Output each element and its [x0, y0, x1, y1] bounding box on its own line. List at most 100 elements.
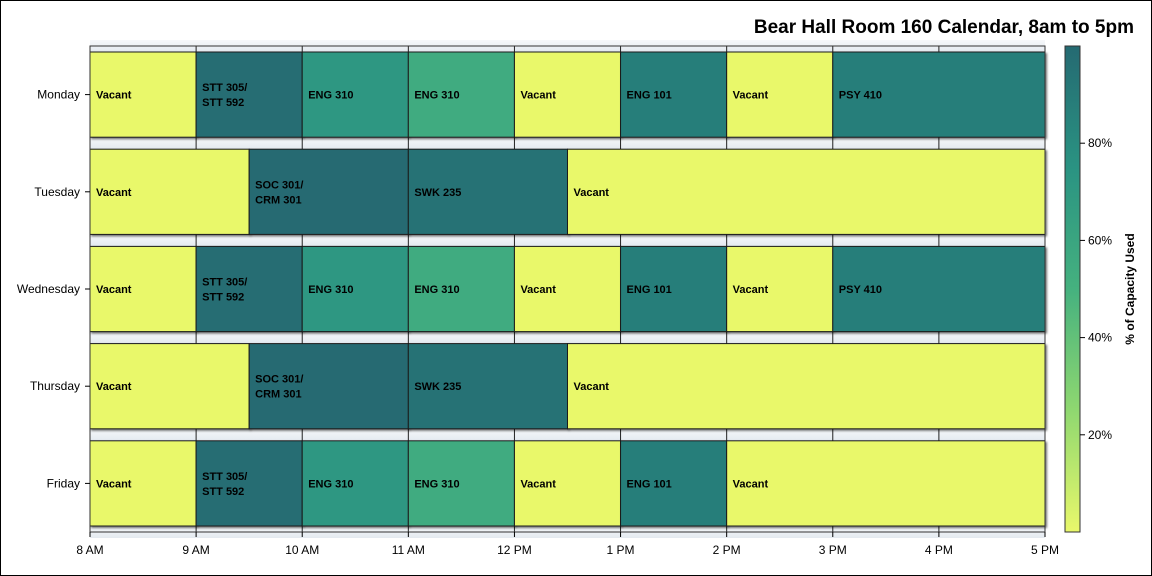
schedule-bar[interactable]: SWK 235 [407, 343, 569, 430]
schedule-bar-label: SWK 235 [414, 381, 461, 393]
x-tick-label: 4 PM [925, 543, 953, 557]
schedule-bar-label: STT 305/ [202, 82, 247, 94]
plot-area: Vacant STT 305/STT 592 ENG 310 ENG 310 Vacan… [17, 40, 1059, 557]
schedule-bar-label: SOC 301/ [255, 179, 303, 191]
schedule-bar-rect [513, 51, 622, 138]
row-gap-band [90, 331, 1045, 344]
schedule-bar[interactable]: Vacant [726, 440, 1046, 527]
schedule-bar[interactable]: Vacant [567, 148, 1046, 235]
schedule-bar-rect [726, 245, 834, 333]
schedule-bar-rect [89, 440, 197, 527]
y-tick-label: Monday [37, 88, 80, 102]
schedule-bar-rect [832, 245, 1046, 333]
schedule-bar-rect [620, 440, 728, 527]
schedule-bar-rect [832, 51, 1046, 138]
x-tick-label: 11 AM [392, 543, 425, 557]
schedule-bar-label: ENG 310 [414, 90, 459, 102]
schedule-bar-label: PSY 410 [839, 284, 882, 296]
schedule-bar-rect [567, 148, 1046, 235]
row-gap-band [90, 234, 1045, 247]
schedule-bar[interactable]: ENG 310 [407, 440, 515, 527]
schedule-bar[interactable]: ENG 310 [301, 245, 409, 333]
schedule-bar[interactable]: ENG 101 [620, 440, 728, 527]
colorbar-tick-label: 40% [1088, 331, 1112, 345]
schedule-bar-rect [513, 245, 622, 333]
schedule-bar-label: ENG 310 [308, 90, 353, 102]
schedule-bar[interactable]: Vacant [726, 245, 834, 333]
schedule-bar[interactable]: Vacant [513, 51, 622, 138]
schedule-bar-label: Vacant [96, 478, 132, 490]
colorbar-tick-label: 20% [1088, 428, 1112, 442]
y-tick-label: Wednesday [17, 282, 80, 296]
schedule-bar-rect [195, 440, 303, 527]
schedule-bar-rect [89, 343, 250, 430]
schedule-bar-rect [407, 51, 515, 138]
schedule-bar[interactable]: ENG 310 [301, 440, 409, 527]
schedule-bar[interactable]: Vacant [567, 343, 1046, 430]
schedule-bar-label: Vacant [733, 90, 769, 102]
x-tick-label: 1 PM [607, 543, 635, 557]
chart-title: Bear Hall Room 160 Calendar, 8am to 5pm [754, 17, 1134, 38]
schedule-bar-rect [726, 440, 1046, 527]
x-tick-label: 10 AM [285, 543, 319, 557]
schedule-bar[interactable]: Vacant [89, 51, 197, 138]
schedule-bar[interactable]: STT 305/STT 592 [195, 440, 303, 527]
schedule-bar[interactable]: Vacant [513, 245, 622, 333]
schedule-bar-rect [620, 245, 728, 333]
schedule-bar-label: CRM 301 [255, 389, 301, 401]
schedule-bar[interactable]: ENG 310 [407, 245, 515, 333]
colorbar-legend: 20% 40% 60% 80% % of Capacity Used [1064, 45, 1137, 533]
schedule-bar-rect [301, 51, 409, 138]
x-tick-label: 5 PM [1031, 543, 1059, 557]
schedule-bar[interactable]: STT 305/STT 592 [195, 51, 303, 138]
schedule-bar-label: Vacant [520, 478, 556, 490]
schedule-bar-label: Vacant [96, 284, 132, 296]
colorbar-tick-label: 60% [1088, 233, 1112, 247]
schedule-bar-label: ENG 310 [414, 478, 459, 490]
schedule-bar[interactable]: Vacant [726, 51, 834, 138]
schedule-bar-rect [407, 440, 515, 527]
schedule-bar[interactable]: SOC 301/CRM 301 [248, 148, 409, 235]
schedule-bar-label: STT 305/ [202, 277, 247, 289]
schedule-bar[interactable]: PSY 410 [832, 51, 1046, 138]
schedule-bar[interactable]: SWK 235 [407, 148, 569, 235]
row-gap-band [90, 428, 1045, 441]
schedule-bar-label: ENG 310 [414, 284, 459, 296]
schedule-bar-rect [301, 440, 409, 527]
schedule-bar-label: STT 592 [202, 486, 244, 498]
schedule-bar-rect [620, 51, 728, 138]
schedule-bar[interactable]: Vacant [89, 343, 250, 430]
schedule-bar[interactable]: ENG 101 [620, 51, 728, 138]
y-tick-label: Tuesday [34, 185, 80, 199]
schedule-bar-label: ENG 101 [627, 478, 672, 490]
schedule-bar-label: CRM 301 [255, 194, 301, 206]
schedule-bar-rect [248, 148, 409, 235]
schedule-bar-label: ENG 310 [308, 478, 353, 490]
x-tick-label: 9 AM [182, 543, 209, 557]
schedule-bar-rect [248, 343, 409, 430]
schedule-bar[interactable]: ENG 101 [620, 245, 728, 333]
schedule-bar[interactable]: Vacant [89, 148, 250, 235]
schedule-bar-label: ENG 310 [308, 284, 353, 296]
x-tick-label: 2 PM [713, 543, 741, 557]
x-tick-label: 8 AM [76, 543, 103, 557]
schedule-bar[interactable]: ENG 310 [301, 51, 409, 138]
schedule-bar-rect [89, 51, 197, 138]
schedule-bar[interactable]: SOC 301/CRM 301 [248, 343, 409, 430]
schedule-bar-label: Vacant [733, 284, 769, 296]
schedule-bar-label: Vacant [520, 284, 556, 296]
schedule-bar[interactable]: Vacant [89, 440, 197, 527]
schedule-bar[interactable]: STT 305/STT 592 [195, 245, 303, 333]
y-tick-label: Friday [47, 476, 80, 490]
schedule-bar-label: STT 592 [202, 97, 244, 109]
schedule-bar-rect [195, 245, 303, 333]
colorbar-tick-label: 80% [1088, 136, 1112, 150]
schedule-bar[interactable]: Vacant [513, 440, 622, 527]
schedule-bar-label: SOC 301/ [255, 374, 303, 386]
schedule-bar-label: Vacant [520, 90, 556, 102]
schedule-bar[interactable]: Vacant [89, 245, 197, 333]
schedule-bar[interactable]: ENG 310 [407, 51, 515, 138]
schedule-bar[interactable]: PSY 410 [832, 245, 1046, 333]
schedule-bar-rect [301, 245, 409, 333]
